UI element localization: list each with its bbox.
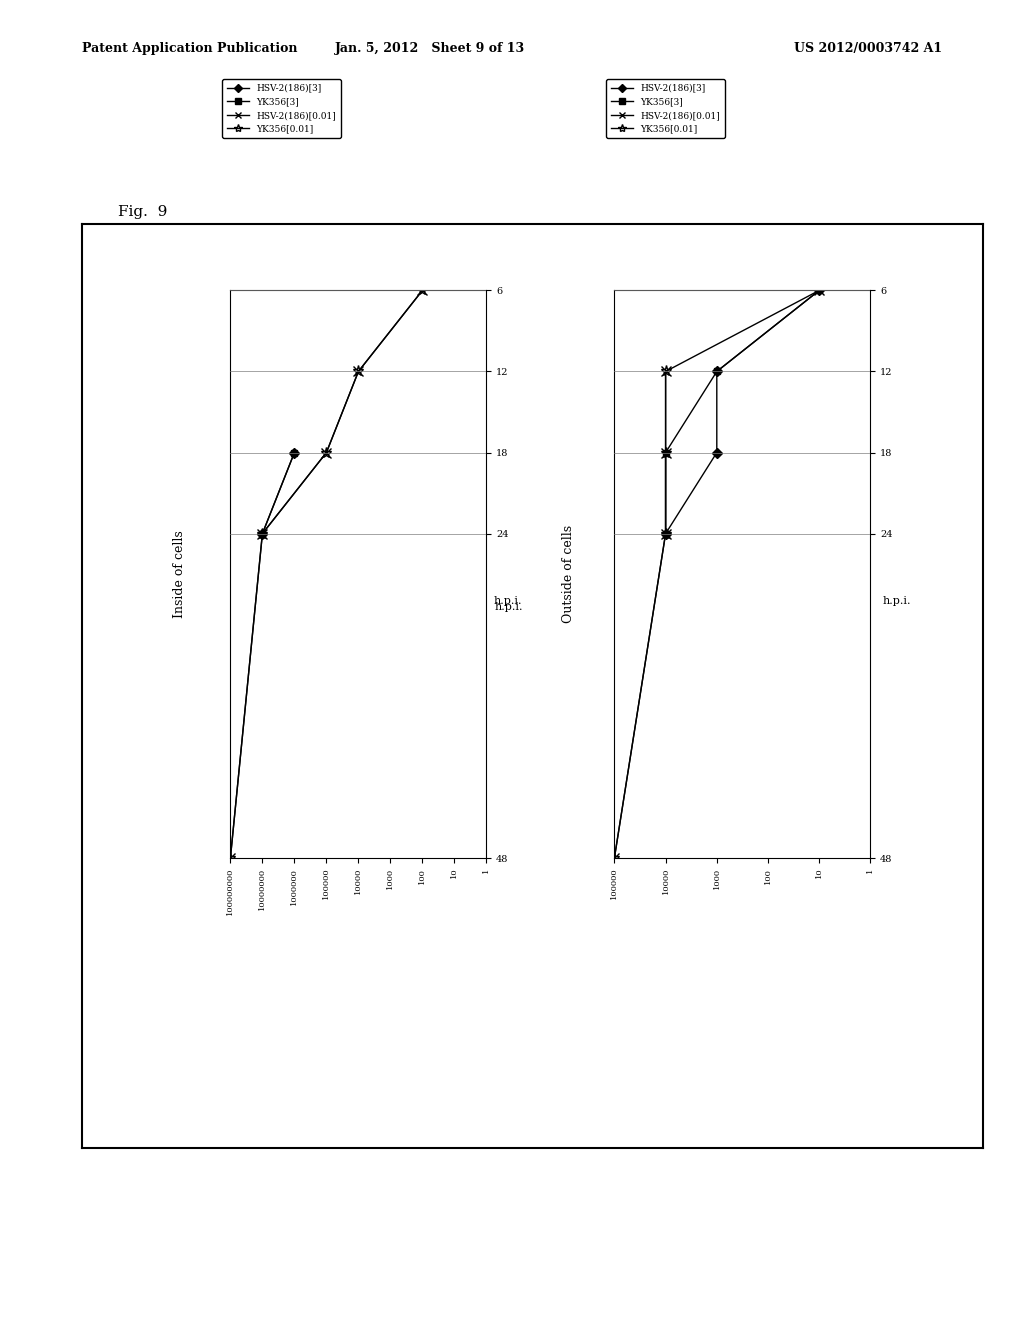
Legend: HSV-2(186)[3], YK356[3], HSV-2(186)[0.01], YK356[0.01]: HSV-2(186)[3], YK356[3], HSV-2(186)[0.01… [222,79,341,137]
Text: h.p.i.: h.p.i. [495,602,523,612]
Text: US 2012/0003742 A1: US 2012/0003742 A1 [794,42,942,55]
Text: Jan. 5, 2012   Sheet 9 of 13: Jan. 5, 2012 Sheet 9 of 13 [335,42,525,55]
Text: h.p.i.: h.p.i. [883,595,911,606]
Text: h.p.i.: h.p.i. [494,595,522,606]
Text: Fig.  9: Fig. 9 [118,205,167,219]
Text: Patent Application Publication: Patent Application Publication [82,42,297,55]
Legend: HSV-2(186)[3], YK356[3], HSV-2(186)[0.01], YK356[0.01]: HSV-2(186)[3], YK356[3], HSV-2(186)[0.01… [606,79,725,137]
Text: Inside of cells: Inside of cells [173,531,185,618]
Text: Outside of cells: Outside of cells [562,525,574,623]
